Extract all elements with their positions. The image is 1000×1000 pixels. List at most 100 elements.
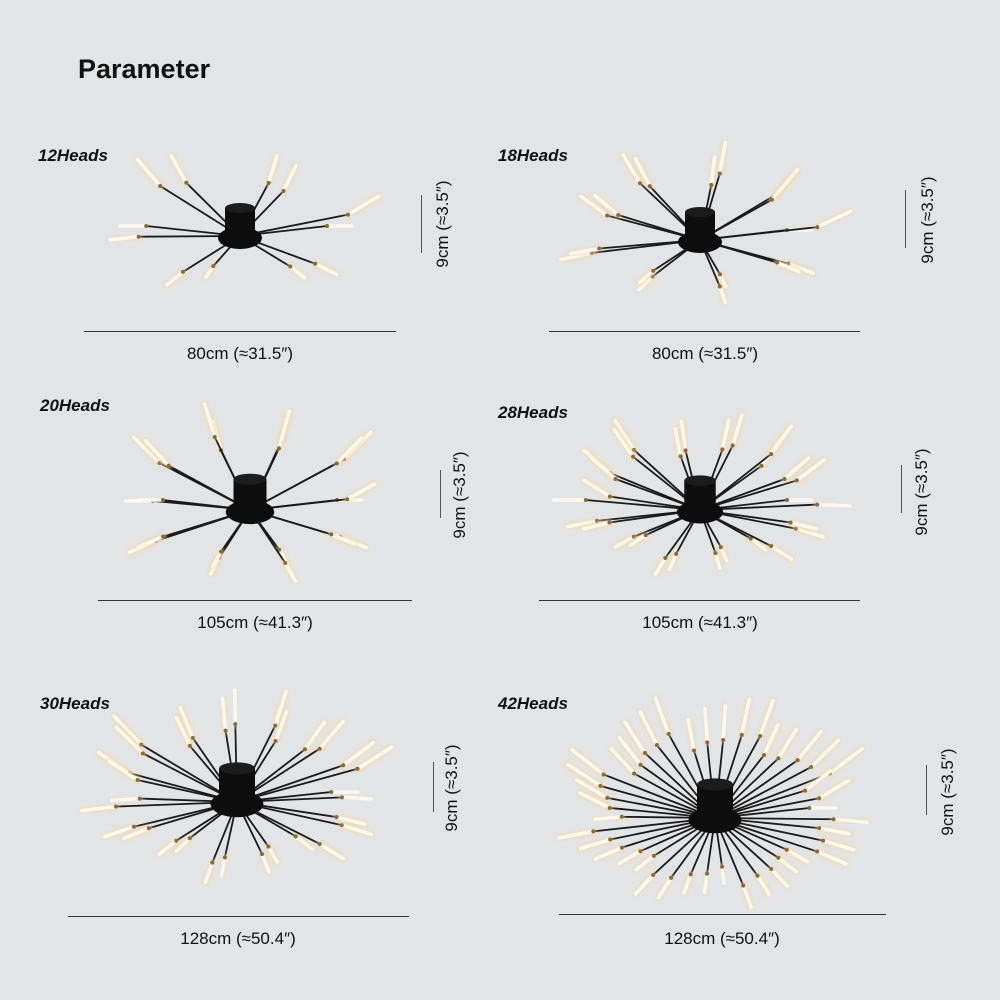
rod-joint (283, 561, 288, 566)
variant-label: 30Heads (40, 694, 110, 713)
rod-joint (174, 838, 179, 843)
rod-joint (597, 246, 602, 251)
light-rod (749, 536, 767, 552)
width-dimension-line (98, 600, 412, 601)
light-rod (273, 709, 289, 743)
light-rod (110, 796, 142, 803)
width-dimension-line (539, 600, 860, 601)
rod-joint (788, 520, 793, 525)
light-rod (277, 416, 289, 450)
lamp-canopy-top (684, 475, 716, 486)
light-rod (703, 707, 709, 745)
light-rod (568, 246, 601, 256)
rod-joint (730, 443, 735, 448)
rod-joint (140, 751, 145, 756)
page-title: Parameter (78, 54, 211, 84)
rod-joint (669, 875, 674, 880)
rod-joint (776, 855, 781, 860)
light-rod (703, 871, 709, 894)
width-dimension-line (68, 916, 409, 917)
light-rod (828, 747, 864, 776)
light-rod (557, 829, 596, 840)
light-rod (559, 251, 594, 262)
rod-joint (190, 735, 195, 740)
light-rod (178, 705, 195, 740)
rod-joint (755, 873, 760, 878)
light-rod (720, 418, 731, 452)
width-dimension-line (84, 331, 396, 332)
light-rod (283, 561, 297, 583)
rod-joint (642, 750, 647, 755)
variant-label: 18Heads (498, 146, 568, 165)
light-rod (721, 704, 728, 742)
rod-joint (720, 447, 725, 452)
rod-joint (187, 836, 192, 841)
light-rod (682, 872, 693, 895)
light-rod (803, 768, 833, 793)
height-dimension-line (901, 465, 902, 513)
light-rod (589, 456, 618, 481)
rod-joint (782, 476, 787, 481)
width-dimension-line (559, 914, 886, 915)
light-rod (623, 720, 647, 755)
rod-joint (762, 752, 767, 757)
rod-joint (303, 747, 308, 752)
rod-joint (831, 817, 836, 822)
light-rod (135, 157, 162, 188)
light-rod (741, 883, 753, 910)
light-rod (566, 519, 599, 529)
rod-joint (776, 756, 781, 761)
rod-joint (638, 849, 643, 854)
light-rod (313, 261, 339, 277)
light-rod (794, 526, 825, 539)
width-dimension-text: 128cm (≈50.4″) (180, 929, 296, 948)
rod-joint (281, 188, 286, 193)
rod-joint (605, 795, 610, 800)
lamp-30Heads (78, 686, 395, 886)
rod-joint (136, 234, 141, 239)
rod-joint (739, 732, 744, 737)
light-rod (579, 194, 609, 218)
light-rod (112, 714, 143, 747)
rod-joint (259, 852, 264, 857)
rod-joint (651, 872, 656, 877)
rod-joint (583, 498, 588, 502)
rod-joint (784, 847, 789, 852)
light-rod (266, 153, 279, 185)
rod-joint (139, 742, 144, 747)
light-rod (686, 717, 696, 753)
rod-joint (785, 498, 790, 502)
light-rod (281, 164, 298, 193)
rod-joint (146, 826, 151, 831)
light-rod (570, 748, 606, 777)
light-rod (329, 532, 357, 546)
rod-joint (135, 778, 140, 783)
rod-joint (769, 544, 774, 549)
rod-joint (748, 536, 753, 541)
light-rod (211, 550, 223, 569)
lamp-canopy-top (233, 473, 267, 485)
rod-joint (692, 748, 697, 753)
rod-joint (631, 447, 636, 452)
width-dimension-text: 105cm (≈41.3″) (642, 613, 758, 632)
light-rod (776, 855, 799, 874)
rod-joint (616, 213, 621, 218)
light-rod (174, 716, 192, 748)
light-rod (346, 194, 381, 217)
rod-joint (638, 762, 643, 767)
width-dimension-text: 128cm (≈50.4″) (664, 929, 780, 948)
rod-joint (607, 494, 612, 499)
height-dimension-text: 9cm (≈3.5″) (938, 748, 957, 836)
rod-joint (803, 788, 808, 793)
height-dimension-text: 9cm (≈3.5″) (912, 448, 931, 536)
rod-joint (793, 526, 798, 531)
light-rod (108, 234, 141, 242)
rod-joint (161, 534, 166, 539)
light-rod (782, 456, 811, 481)
rod-joint (339, 823, 344, 828)
rod-joint (815, 849, 820, 854)
light-rod (718, 284, 728, 305)
light-rod (815, 849, 848, 866)
rod-joint (317, 746, 322, 751)
rod-joint (334, 461, 339, 466)
